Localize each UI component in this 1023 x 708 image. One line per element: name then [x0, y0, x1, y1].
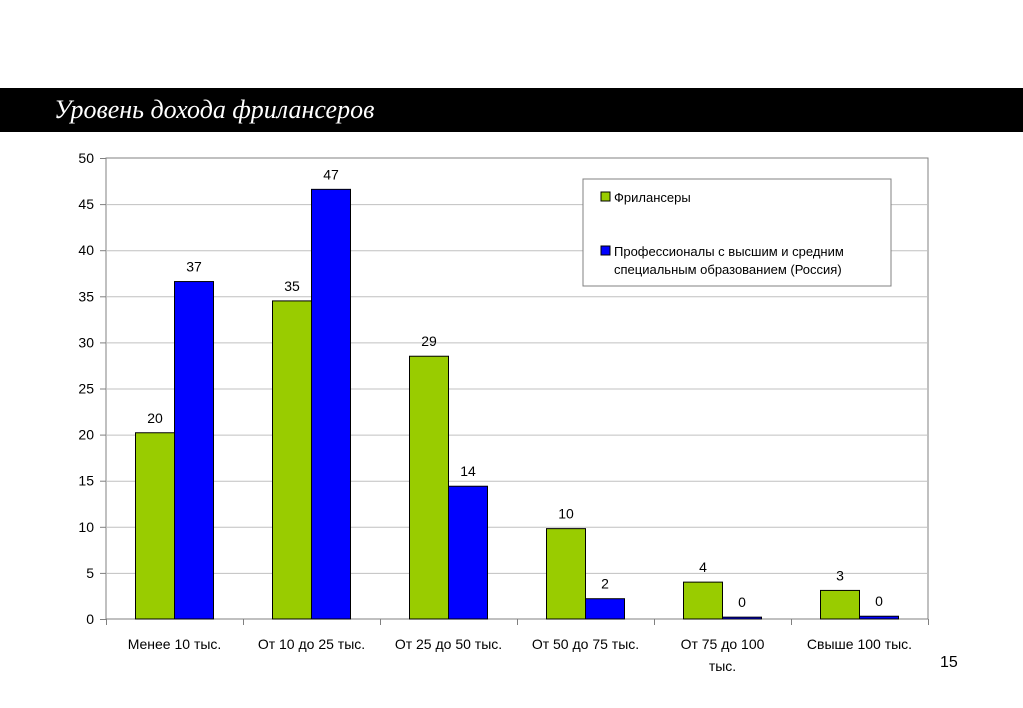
bar: [409, 355, 449, 620]
data-label: 3: [836, 567, 844, 583]
bar: [722, 616, 762, 620]
x-tick-label: От 10 до 25 тыс.: [258, 636, 365, 652]
data-label: 47: [323, 166, 339, 182]
y-tick-label: 45: [78, 196, 94, 212]
bar: [820, 589, 860, 620]
bar: [174, 281, 214, 620]
bar: [448, 485, 488, 620]
bar: [585, 598, 625, 620]
legend-label: специальным образованием (Россия): [614, 262, 842, 277]
y-tick-label: 50: [78, 150, 94, 166]
data-label: 10: [558, 506, 574, 522]
y-tick-label: 30: [78, 334, 94, 350]
x-tick-label: тыс.: [709, 658, 736, 674]
bar: [683, 581, 723, 620]
y-tick-label: 35: [78, 288, 94, 304]
y-tick-label: 20: [78, 427, 94, 443]
bar: [546, 528, 586, 620]
y-tick-label: 25: [78, 381, 94, 397]
data-label: 0: [875, 593, 883, 609]
data-label: 0: [738, 594, 746, 610]
y-tick-label: 0: [86, 611, 94, 627]
data-label: 4: [699, 559, 707, 575]
y-tick-label: 10: [78, 519, 94, 535]
x-tick-label: Менее 10 тыс.: [128, 636, 222, 652]
legend-swatch: [600, 191, 611, 202]
legend: [582, 178, 892, 287]
bar: [311, 188, 351, 620]
bar: [859, 615, 899, 620]
data-label: 14: [460, 463, 476, 479]
data-label: 20: [147, 410, 163, 426]
x-tick-label: От 75 до 100: [681, 636, 765, 652]
y-tick-label: 5: [86, 565, 94, 581]
y-tick-label: 40: [78, 242, 94, 258]
x-tick-label: Свыше 100 тыс.: [807, 636, 912, 652]
bar: [272, 300, 312, 620]
data-label: 2: [601, 576, 609, 592]
legend-swatch: [600, 245, 611, 256]
bar: [135, 432, 175, 620]
page-number: 15: [940, 654, 958, 671]
y-tick-label: 15: [78, 473, 94, 489]
page-title: Уровень дохода фрилансеров: [54, 95, 375, 124]
legend-label: Фрилансеры: [614, 190, 691, 205]
title-bar: Уровень дохода фрилансеров: [0, 88, 1023, 132]
x-tick-label: От 50 до 75 тыс.: [532, 636, 639, 652]
data-label: 29: [421, 333, 437, 349]
legend-label: Профессионалы с высшим и средним: [614, 244, 844, 259]
x-tick-label: От 25 до 50 тыс.: [395, 636, 502, 652]
data-label: 37: [186, 259, 202, 275]
data-label: 35: [284, 278, 300, 294]
